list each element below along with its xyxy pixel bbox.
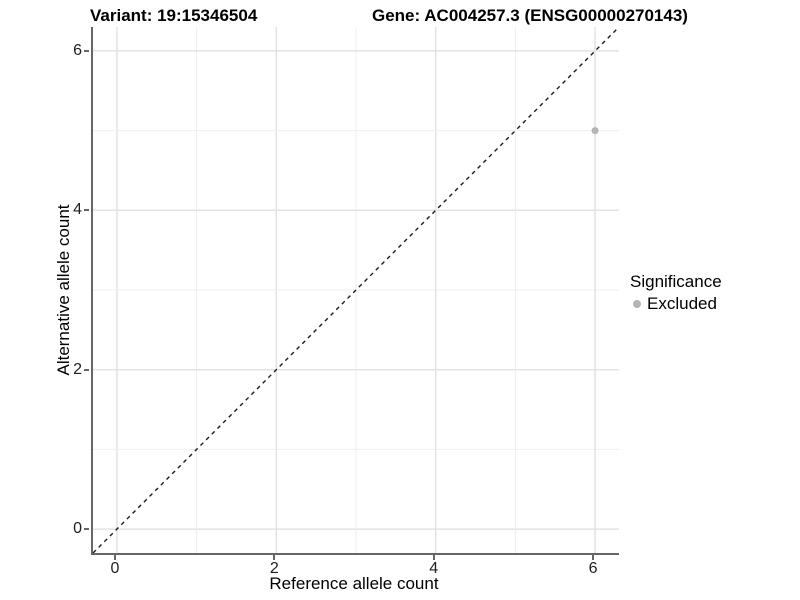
y-tick-mark — [84, 528, 89, 531]
x-tick-label: 2 — [269, 560, 279, 577]
x-tick-mark — [113, 555, 116, 560]
x-tick-mark — [273, 555, 276, 560]
legend-dot-icon — [633, 300, 641, 308]
x-axis-title: Reference allele count — [269, 574, 439, 593]
y-axis-title: Alternative allele count — [54, 204, 73, 376]
data-point — [591, 127, 599, 135]
x-tick-label: 6 — [588, 560, 598, 577]
x-tick-mark — [432, 555, 435, 560]
plot-title-variant: Variant: 19:15346504 — [90, 6, 258, 25]
x-tick-mark — [592, 555, 595, 560]
y-tick-label: 6 — [73, 41, 82, 59]
plot-panel — [91, 27, 619, 555]
y-tick-label: 0 — [73, 520, 82, 538]
diagonal-reference-line — [93, 27, 619, 553]
y-tick-label: 2 — [73, 360, 82, 378]
y-tick-mark — [84, 49, 89, 52]
plot-canvas — [93, 27, 619, 553]
legend-title: Significance — [630, 272, 722, 291]
legend-item: Excluded — [630, 294, 722, 314]
plot-title-gene: Gene: AC004257.3 (ENSG00000270143) — [372, 6, 688, 25]
x-tick-label: 0 — [110, 560, 120, 577]
legend-items: Excluded — [630, 294, 722, 314]
legend-item-label: Excluded — [647, 294, 717, 313]
x-tick-label: 4 — [429, 560, 439, 577]
y-tick-mark — [84, 368, 89, 371]
y-tick-label: 4 — [73, 201, 82, 219]
legend: Significance Excluded — [630, 272, 722, 314]
y-tick-mark — [84, 209, 89, 212]
